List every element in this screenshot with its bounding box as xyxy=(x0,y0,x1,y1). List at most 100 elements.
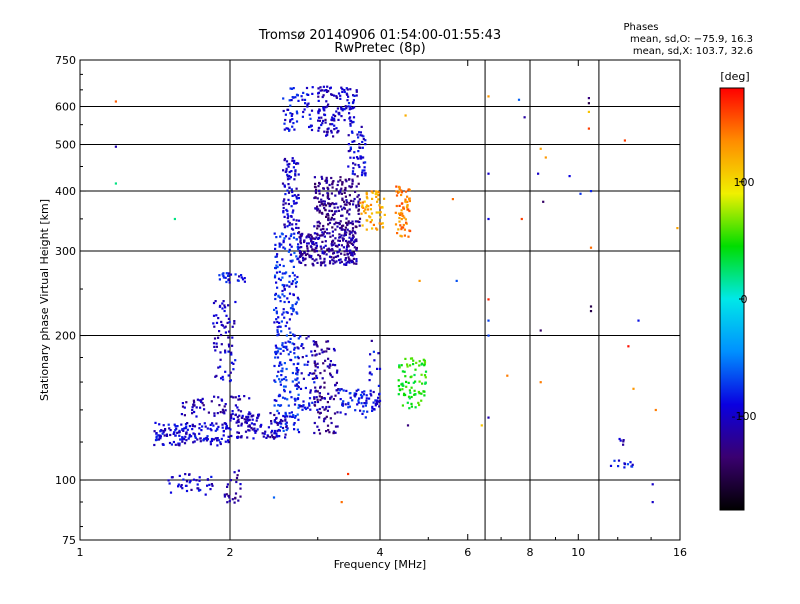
phase-point xyxy=(214,375,217,378)
phase-point xyxy=(291,96,294,99)
phase-point xyxy=(417,390,420,394)
phase-point xyxy=(335,210,338,213)
phase-point xyxy=(310,128,314,132)
phase-point xyxy=(402,384,405,387)
phase-point xyxy=(275,318,278,321)
phase-point xyxy=(215,321,219,324)
phase-point xyxy=(344,413,347,416)
phase-point xyxy=(328,250,331,253)
phase-point xyxy=(333,349,336,352)
phase-point xyxy=(283,390,286,393)
phase-point xyxy=(275,271,279,274)
phase-point xyxy=(278,435,281,438)
phase-point xyxy=(302,347,305,350)
phase-point xyxy=(322,224,325,228)
phase-point xyxy=(223,412,226,415)
phase-point xyxy=(354,409,357,412)
phase-point xyxy=(395,190,398,193)
phase-point xyxy=(178,442,181,445)
phase-point xyxy=(383,197,386,200)
phase-point xyxy=(276,261,279,264)
phase-point xyxy=(282,246,285,249)
phase-point xyxy=(292,293,295,296)
phase-point xyxy=(224,370,227,373)
phase-point xyxy=(289,112,292,115)
phase-point xyxy=(341,197,344,200)
phase-point xyxy=(329,123,332,126)
phase-point xyxy=(339,411,342,414)
phase-point xyxy=(322,119,325,122)
phase-point xyxy=(398,364,401,367)
phase-point xyxy=(322,200,325,203)
phase-point xyxy=(279,325,282,328)
phase-point xyxy=(308,113,311,116)
phase-point xyxy=(228,345,231,348)
phase-point xyxy=(349,147,352,151)
colorbar-label: [deg] xyxy=(720,70,749,83)
phase-point xyxy=(302,259,305,262)
phase-point xyxy=(287,198,290,201)
phase-point xyxy=(224,331,227,334)
phase-point xyxy=(240,274,243,277)
phase-point xyxy=(348,203,351,206)
phase-point xyxy=(273,379,276,382)
phase-point xyxy=(401,370,404,373)
phase-point xyxy=(215,374,218,377)
phase-point xyxy=(319,86,322,89)
phase-point xyxy=(274,344,277,347)
phase-point xyxy=(234,413,237,417)
phase-point xyxy=(302,404,305,407)
phase-point xyxy=(195,479,198,482)
phase-point xyxy=(283,215,286,218)
phase-point xyxy=(307,93,310,96)
phase-point xyxy=(354,225,357,228)
phase-point xyxy=(336,411,339,414)
phase-point xyxy=(314,390,317,393)
phase-point xyxy=(248,397,251,400)
phase-point xyxy=(342,400,345,403)
phase-point xyxy=(305,86,309,90)
phase-point xyxy=(349,124,352,127)
phase-point xyxy=(197,487,200,490)
phase-point xyxy=(317,253,320,257)
phase-point xyxy=(351,236,354,239)
phase-point xyxy=(210,429,213,432)
phase-point xyxy=(253,429,256,432)
phase-point xyxy=(303,240,306,244)
y-tick-label: 400 xyxy=(55,185,76,198)
phase-point xyxy=(227,336,230,339)
phase-point xyxy=(217,396,220,399)
phase-point xyxy=(340,115,343,118)
phase-point xyxy=(220,323,223,326)
phase-point xyxy=(343,234,346,237)
phase-point xyxy=(314,191,318,194)
phase-point xyxy=(343,253,346,256)
phase-point xyxy=(327,218,330,222)
phase-point xyxy=(290,205,293,208)
phase-point xyxy=(401,388,404,391)
phase-point xyxy=(227,304,230,307)
phase-point xyxy=(320,396,323,399)
phase-point xyxy=(321,406,324,409)
phase-point xyxy=(297,226,300,230)
phase-point xyxy=(370,190,373,193)
phase-point xyxy=(215,422,218,425)
phase-point xyxy=(276,286,279,289)
phase-point xyxy=(375,195,378,198)
phase-point xyxy=(169,491,173,494)
phase-point xyxy=(335,95,338,98)
phase-point xyxy=(314,186,317,189)
phase-point xyxy=(297,381,300,384)
phase-point xyxy=(353,140,356,143)
phase-point xyxy=(308,402,311,405)
phase-point xyxy=(227,272,230,275)
phase-point xyxy=(379,216,382,219)
phase-point xyxy=(321,252,324,255)
phase-point xyxy=(398,366,401,369)
phase-point xyxy=(325,415,328,418)
phase-point xyxy=(163,429,167,432)
y-tick-label: 300 xyxy=(55,245,76,258)
phase-point xyxy=(355,94,358,97)
